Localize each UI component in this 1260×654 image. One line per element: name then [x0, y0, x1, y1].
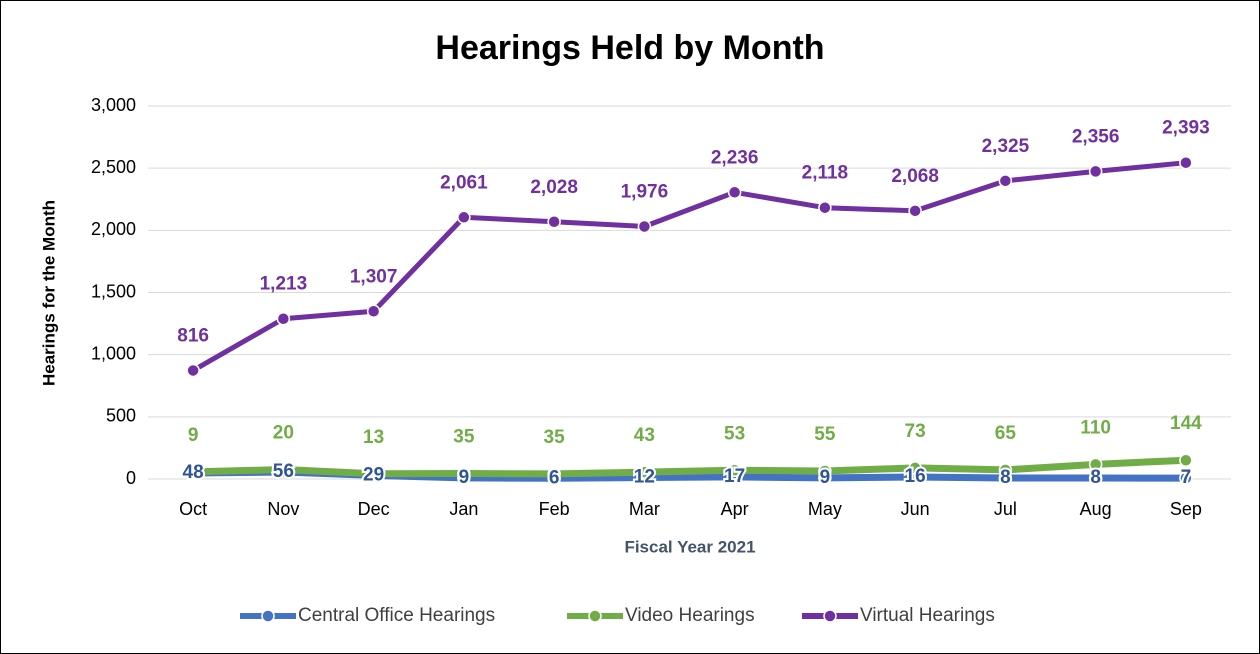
data-point — [457, 466, 471, 481]
legend-marker — [261, 609, 275, 623]
data-label: 6 — [549, 467, 560, 488]
data-point — [727, 463, 742, 478]
data-point — [1179, 155, 1193, 170]
data-label: 7 — [1181, 467, 1192, 488]
data-label: 8 — [1090, 467, 1101, 488]
series-line — [193, 456, 1187, 478]
data-point — [1088, 471, 1103, 485]
data-label: 2,068 — [891, 166, 939, 187]
data-label: 2,325 — [982, 136, 1030, 157]
data-label: 9 — [820, 467, 831, 488]
data-label: 12 — [634, 467, 655, 488]
y-tick-label: 0 — [126, 468, 136, 488]
data-label: 2,236 — [711, 147, 759, 168]
data-label: 29 — [363, 464, 384, 485]
data-label: 17 — [724, 466, 745, 487]
x-tick-label: Aug — [1080, 499, 1112, 519]
data-label: 35 — [544, 427, 566, 448]
data-label: 2,356 — [1072, 126, 1120, 147]
legend-label: Video Hearings — [625, 605, 755, 626]
data-label: 8 — [1000, 467, 1011, 488]
data-label: 35 — [453, 427, 475, 448]
data-point — [727, 185, 742, 200]
data-label: 9 — [188, 425, 199, 446]
y-tick-label: 2,000 — [91, 219, 136, 239]
legend-label: Central Office Hearings — [298, 605, 495, 626]
data-point — [818, 200, 832, 215]
data-point — [1179, 471, 1193, 485]
data-point — [908, 204, 922, 218]
data-point — [998, 463, 1013, 477]
data-point — [1179, 453, 1193, 467]
data-label: 55 — [814, 424, 836, 445]
data-label: 2,028 — [530, 177, 578, 198]
data-point — [547, 215, 561, 229]
x-tick-label: Nov — [267, 499, 299, 519]
data-label: 2,393 — [1162, 118, 1210, 139]
data-label: 2,061 — [440, 172, 488, 193]
data-label: 65 — [995, 423, 1017, 444]
x-tick-label: Apr — [721, 499, 749, 519]
data-point — [276, 462, 291, 477]
data-point — [1088, 457, 1103, 472]
data-label: 73 — [905, 421, 926, 442]
data-label: 53 — [724, 423, 745, 444]
chart-title: Hearings Held by Month — [435, 29, 824, 67]
x-tick-label: Jul — [994, 499, 1017, 519]
data-point — [998, 174, 1013, 188]
x-tick-label: Feb — [539, 499, 570, 519]
data-label: 816 — [177, 325, 209, 346]
y-tick-label: 2,500 — [91, 157, 136, 177]
y-tick-label: 1,000 — [91, 343, 136, 363]
data-label: 144 — [1170, 413, 1202, 434]
data-point — [186, 363, 200, 378]
y-axis-label: Hearings for the Month — [39, 200, 58, 386]
data-point — [276, 311, 291, 326]
data-label: 9 — [459, 467, 470, 488]
data-label: 13 — [363, 427, 384, 448]
data-point — [818, 464, 832, 478]
data-label: 110 — [1080, 417, 1111, 438]
data-point — [366, 467, 381, 481]
x-tick-label: Sep — [1170, 499, 1202, 519]
data-label: 48 — [183, 462, 204, 483]
x-tick-label: Jun — [901, 499, 930, 519]
data-label: 1,213 — [260, 274, 308, 295]
x-tick-label: Dec — [358, 499, 390, 519]
data-point — [457, 210, 471, 225]
y-tick-label: 500 — [106, 406, 136, 426]
data-label: 16 — [905, 466, 926, 487]
data-point — [547, 467, 561, 481]
data-label: 56 — [273, 461, 294, 482]
y-tick-label: 3,000 — [91, 95, 136, 115]
legend-marker — [588, 609, 602, 623]
data-point — [908, 461, 922, 475]
legend-label: Virtual Hearings — [860, 605, 995, 626]
legend-marker — [823, 609, 837, 623]
data-point — [366, 304, 381, 319]
y-tick-label: 1,500 — [91, 281, 136, 301]
data-label: 43 — [634, 425, 655, 446]
data-label: 2,118 — [802, 163, 849, 184]
data-label: 1,307 — [350, 266, 398, 287]
data-point — [1088, 164, 1103, 179]
data-label: 20 — [273, 423, 294, 444]
x-tick-label: May — [808, 499, 842, 519]
data-point — [637, 465, 652, 479]
x-tick-label: Oct — [179, 499, 207, 519]
data-label: 1,976 — [621, 181, 669, 202]
data-point — [637, 219, 652, 234]
x-axis-label: Fiscal Year 2021 — [624, 537, 755, 556]
x-tick-label: Mar — [629, 499, 660, 519]
series-line — [191, 160, 1187, 373]
x-tick-label: Jan — [449, 499, 478, 519]
data-point — [186, 465, 200, 479]
